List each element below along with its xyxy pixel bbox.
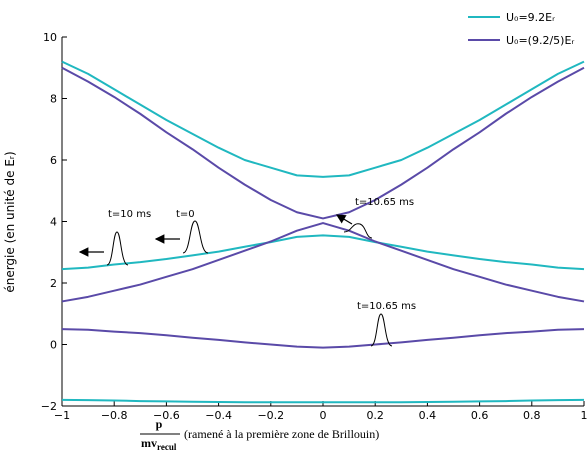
annotation: t=0 [176,209,195,220]
band-line [61,328,585,349]
x-tick-label: 0.4 [419,409,437,422]
x-label-numerator: p [156,417,163,431]
x-tick-label: −0.8 [101,409,128,422]
x-tick-label: −0.4 [205,409,232,422]
legend-label: U₀=9.2Eᵣ [506,11,555,24]
x-label-denominator-sub: recul [157,442,177,452]
band-line [61,234,585,271]
x-tick-label: −0.2 [257,409,284,422]
x-label-denominator: mvrecul [141,436,177,452]
y-axis-label: énergie (en unité de Eᵣ) [3,151,17,292]
annotation: t=10.65 ms [355,197,414,208]
y-tick-label: 4 [50,216,57,229]
x-tick-label: 0.6 [471,409,489,422]
annotation: t=10 ms [108,209,151,220]
y-tick-label: 10 [43,31,57,44]
x-tick-label: −1 [54,409,70,422]
band-line [61,66,585,220]
y-tick-label: 8 [50,93,57,106]
x-tick-label: 0 [320,409,327,422]
wave-packet [182,220,209,254]
band-line [61,60,585,178]
x-label-denominator-main: mv [141,436,157,450]
annotation: t=10.65 ms [357,301,416,312]
y-tick-label: 6 [50,154,57,167]
wave-packet [343,223,373,239]
y-tick-label: 2 [50,277,57,290]
y-tick-label: −2 [41,400,57,413]
band-line [61,222,585,303]
x-tick-label: 0.8 [523,409,541,422]
legend-label: U₀=(9.2/5)Eᵣ [506,34,574,47]
y-tick-label: 0 [50,339,57,352]
plot-area: −1 −0.8 −0.6 −0.4 −0.2 0 0.2 0.4 0.6 0.8 1 −2 0 2 4 6 8 1… [41,11,587,422]
x-tick-label: −0.6 [153,409,180,422]
band-line [61,398,585,404]
x-tick-label: 1 [581,409,587,422]
x-axis-label: (ramené à la première zone de Brillouin) [184,427,379,441]
x-tick-label: 0.2 [366,409,384,422]
wave-packet [370,313,393,347]
wave-packet [106,231,129,266]
arrow [335,214,353,225]
